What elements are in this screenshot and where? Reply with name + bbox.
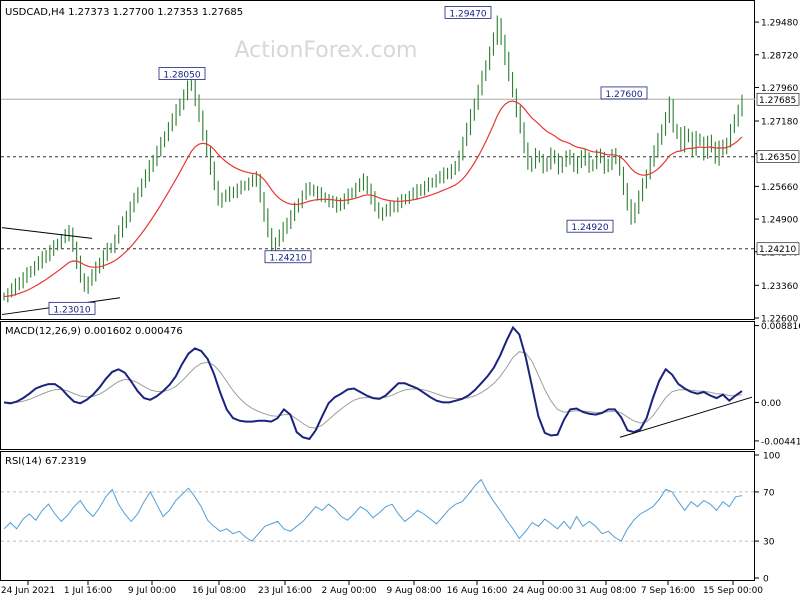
x-tick-label: 16 Aug 16:00: [447, 586, 508, 596]
macd-line: [3, 325, 743, 441]
price-level-box: [756, 242, 800, 256]
price-annotation-box: [444, 6, 492, 19]
price-annotation-box: [48, 301, 96, 315]
price-trendline-upper: [1, 227, 93, 239]
price-annotation-box: [566, 219, 614, 233]
price-ytick-label: 1.23360: [761, 282, 798, 292]
x-tick-label: 16 Jul 08:00: [192, 586, 246, 596]
x-tick-label: 1 Jul 16:00: [64, 586, 113, 596]
price-annotation-label: 1.23010: [53, 305, 90, 315]
rsi-ytick-label: 30: [763, 538, 775, 548]
macd-trendline: [619, 396, 753, 438]
rsi-line: [3, 478, 743, 542]
price-ytick-label: 1.22600: [761, 315, 798, 325]
macd-ytick-label: -0.004416: [761, 437, 800, 447]
price-level-label: 1.26350: [759, 153, 796, 163]
x-axis: 24 Jun 2021 1 Jul 16:00 9 Jul 00:00 16 Jul …: [1, 581, 763, 596]
macd-ytick-label: 0.00: [761, 399, 781, 409]
x-tick-label: 24 Jun 2021: [1, 586, 55, 596]
price-level-label: 1.24210: [759, 245, 796, 255]
x-tick-label: 9 Jul 00:00: [128, 586, 177, 596]
macd-panel: 0.008816 0.00 -0.004416: [3, 322, 800, 447]
price-annotation-label: 1.29470: [449, 9, 486, 19]
macd-ytick-label: 0.008816: [761, 322, 800, 332]
x-tick-label: 24 Aug 00:00: [513, 586, 574, 596]
x-tick-label: 2 Aug 00:00: [322, 586, 377, 596]
price-ytick-label: 1.29480: [761, 19, 798, 29]
price-ytick-label: 1.27960: [761, 84, 798, 94]
price-level-box: [756, 150, 800, 163]
rsi-ytick-label: 70: [763, 488, 775, 498]
rsi-ytick-label: 100: [763, 452, 780, 462]
price-annotation-box: [158, 67, 206, 80]
x-tick-label: 23 Jul 16:00: [258, 586, 312, 596]
price-moving-average-line: [3, 100, 743, 298]
price-annotation-box: [264, 250, 312, 264]
price-level-box: [756, 92, 800, 106]
x-tick-label: 9 Aug 08:00: [387, 586, 442, 596]
panel-frames: [0, 0, 755, 581]
rsi-header: RSI(14) 67.2319: [5, 456, 86, 467]
price-annotation-box: [600, 86, 648, 100]
rsi-panel-frame: [0, 451, 755, 581]
price-header: USDCAD,H4 1.27373 1.27700 1.27353 1.2768…: [5, 7, 243, 18]
x-tick-label: 7 Sep 16:00: [641, 586, 696, 596]
price-level-label: 1.27685: [759, 96, 796, 106]
price-ytick-label: 1.27180: [761, 117, 798, 127]
macd-panel-frame: [0, 321, 755, 450]
price-annotation-label: 1.24210: [269, 254, 306, 264]
price-annotation-label: 1.27600: [605, 90, 642, 100]
watermark: ActionForex.com: [235, 38, 418, 63]
rsi-ytick-label: 0: [763, 575, 769, 585]
price-ytick-label: 1.24900: [761, 216, 798, 226]
price-annotation-label: 1.24920: [571, 223, 608, 233]
rsi-panel: 100 70 30 0: [1, 452, 780, 585]
price-panel-frame: [0, 0, 755, 320]
price-ytick-label: 1.28720: [761, 51, 798, 61]
price-panel: 1.294801.287201.279601.271801.264201.256…: [1, 6, 800, 325]
x-tick-label: 15 Sep 00:00: [703, 586, 763, 596]
price-ytick-label: 1.25660: [761, 183, 798, 193]
macd-header: MACD(12,26,9) 0.001602 0.000476: [5, 326, 183, 337]
x-tick-label: 31 Aug 08:00: [576, 586, 637, 596]
price-annotation-label: 1.28050: [163, 71, 200, 81]
